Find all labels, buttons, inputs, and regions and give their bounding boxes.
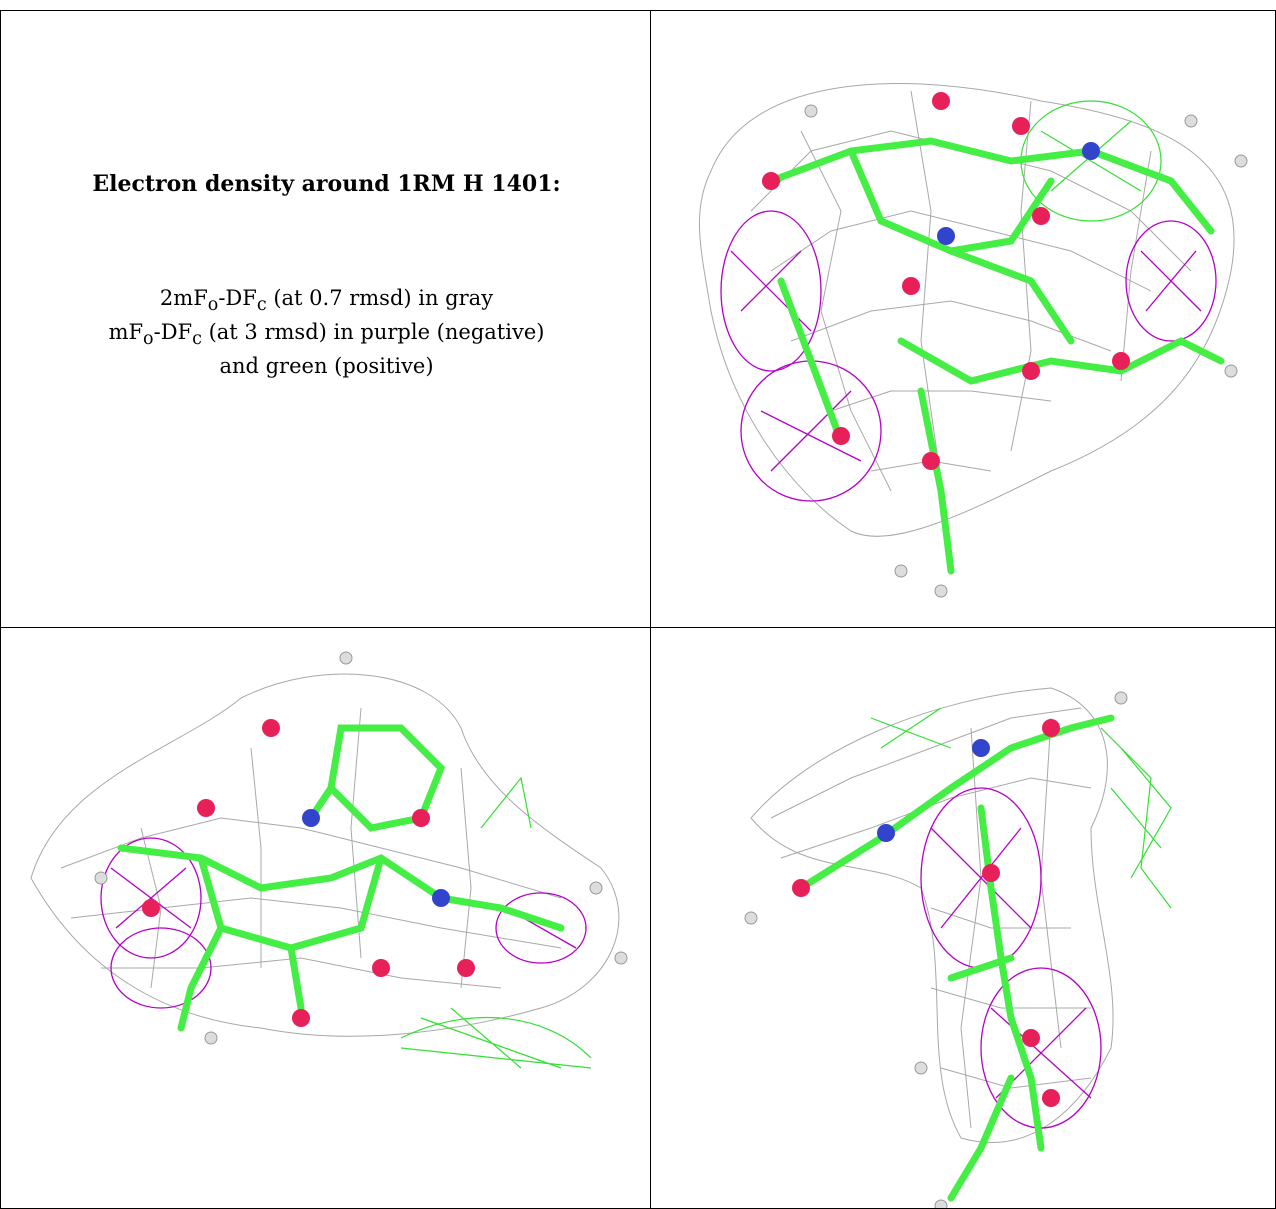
molecule-render-1 bbox=[699, 83, 1248, 598]
figure-title: Electron density around 1RM H 1401: bbox=[92, 171, 561, 197]
molecule-view-bottom-left bbox=[0, 627, 651, 1209]
molecule-view-top-right bbox=[650, 10, 1276, 628]
molecule-view-bottom-right bbox=[650, 627, 1276, 1209]
caption-cell: Electron density around 1RM H 1401: 2mFo… bbox=[0, 10, 651, 628]
molecule-render-3 bbox=[744, 687, 1172, 1208]
map-description-purple: mFo-DFc (at 3 rmsd) in purple (negative) bbox=[108, 320, 545, 350]
map-description-gray: 2mFo-DFc (at 0.7 rmsd) in gray bbox=[159, 286, 494, 316]
map-description-green: and green (positive) bbox=[219, 354, 434, 378]
molecule-render-2 bbox=[30, 651, 628, 1069]
